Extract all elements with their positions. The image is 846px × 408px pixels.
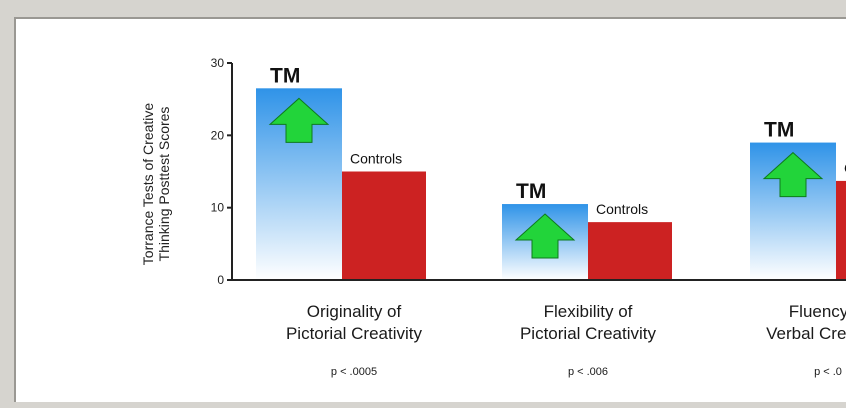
- category-label-line2: Verbal Creativity: [766, 324, 846, 343]
- chart-panel: Torrance Tests of Creative Thinking Post…: [14, 17, 846, 402]
- y-axis-label-line2: Thinking Posttest Scores: [156, 107, 172, 262]
- up-arrow-icon: [762, 151, 824, 198]
- y-tick-label: 30: [211, 56, 225, 70]
- y-tick-label: 20: [211, 128, 225, 142]
- category-label-line2: Pictorial Creativity: [520, 324, 657, 343]
- p-value-label: p < .006: [568, 366, 608, 378]
- up-arrow-icon: [268, 97, 330, 143]
- bars-layer: TM Controls TM Controls TM Controls: [256, 64, 846, 280]
- controls-bar: [836, 180, 846, 280]
- p-value-label: p < .0005: [331, 366, 377, 378]
- category-label-line2: Pictorial Creativity: [286, 324, 423, 343]
- axes-layer: 0 10 20 30: [211, 56, 846, 287]
- controls-bar: [588, 222, 672, 280]
- controls-bar-label: Controls: [596, 201, 648, 217]
- tm-bar-label: TM: [764, 119, 794, 142]
- up-arrow-icon: [514, 213, 576, 259]
- tm-bar-label: TM: [516, 180, 546, 203]
- y-axis-label: Torrance Tests of Creative Thinking Post…: [140, 103, 172, 266]
- controls-bar: [342, 171, 426, 280]
- y-tick-label: 0: [217, 273, 224, 287]
- tm-bar-label: TM: [270, 64, 300, 87]
- controls-bar-label: Controls: [350, 151, 402, 167]
- bar-chart: Torrance Tests of Creative Thinking Post…: [140, 56, 846, 378]
- category-labels: Originality of Pictorial Creativity p < .0…: [286, 302, 846, 378]
- category-label-line1: Flexibility of: [544, 302, 633, 321]
- controls-bar-label: Controls: [844, 160, 846, 176]
- p-value-label: p < .0: [814, 366, 842, 378]
- category-label-line1: Fluency of: [789, 302, 846, 321]
- y-axis-label-line1: Torrance Tests of Creative: [140, 103, 156, 266]
- y-tick-label: 10: [211, 201, 225, 215]
- category-label-line1: Originality of: [307, 302, 402, 321]
